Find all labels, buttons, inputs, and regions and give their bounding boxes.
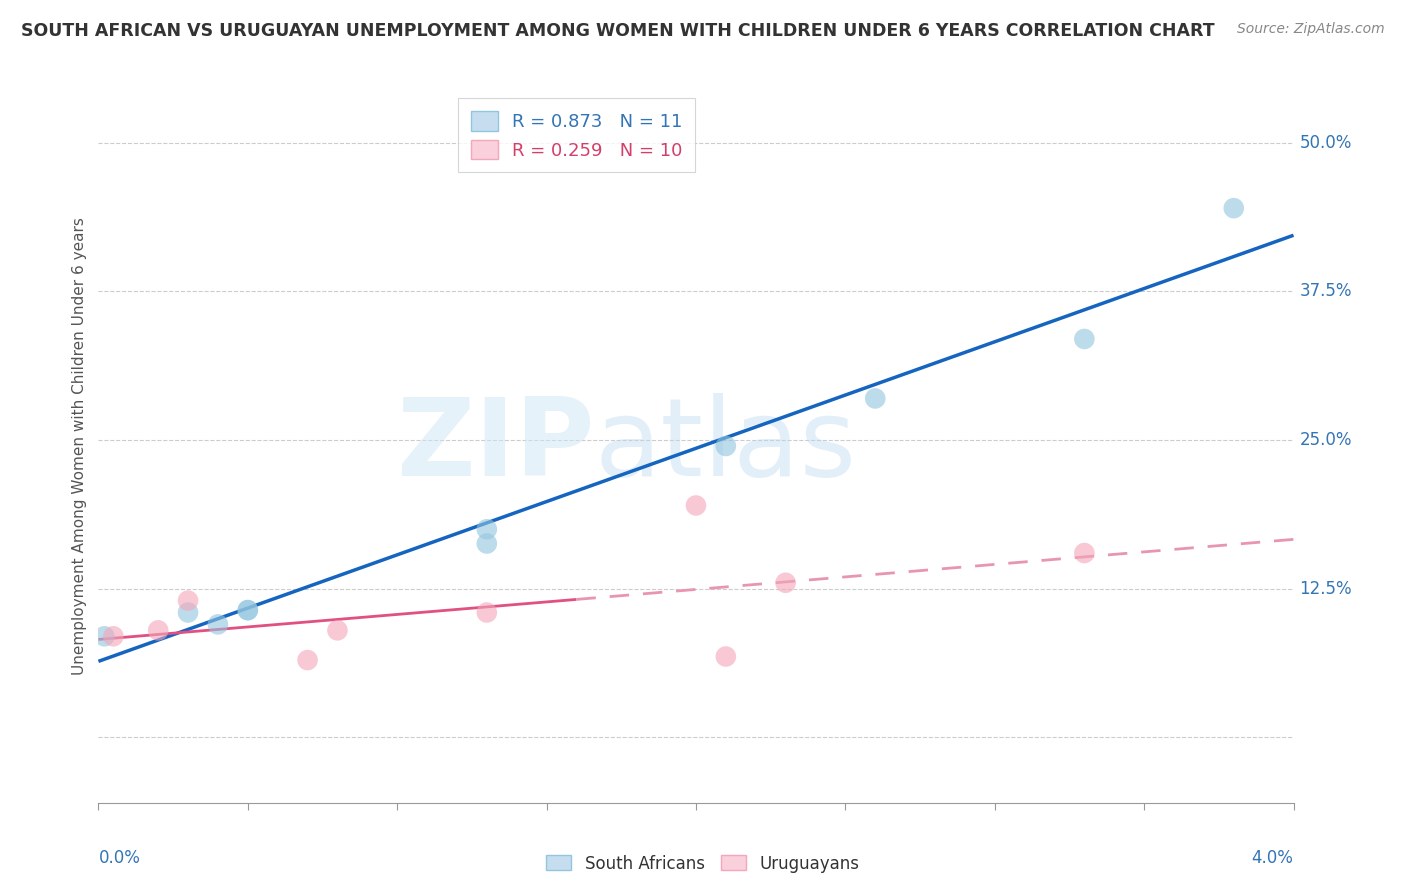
Point	[103, 629, 125, 643]
Text: 50.0%: 50.0%	[1299, 134, 1353, 152]
Point	[177, 606, 200, 620]
Point	[475, 606, 498, 620]
Point	[236, 603, 259, 617]
Text: ZIP: ZIP	[396, 393, 595, 499]
Point	[714, 649, 737, 664]
Point	[326, 624, 349, 638]
Y-axis label: Unemployment Among Women with Children Under 6 years: Unemployment Among Women with Children U…	[72, 217, 87, 675]
Point	[93, 629, 115, 643]
Text: atlas: atlas	[595, 393, 856, 499]
Point	[297, 653, 319, 667]
Point	[207, 617, 229, 632]
Point	[714, 439, 737, 453]
Text: SOUTH AFRICAN VS URUGUAYAN UNEMPLOYMENT AMONG WOMEN WITH CHILDREN UNDER 6 YEARS : SOUTH AFRICAN VS URUGUAYAN UNEMPLOYMENT …	[21, 22, 1215, 40]
Text: 25.0%: 25.0%	[1299, 431, 1353, 449]
Point	[685, 499, 707, 513]
Point	[475, 536, 498, 550]
Point	[1073, 546, 1095, 560]
Point	[775, 575, 797, 590]
Point	[236, 603, 259, 617]
Point	[1222, 201, 1246, 215]
Text: Source: ZipAtlas.com: Source: ZipAtlas.com	[1237, 22, 1385, 37]
Point	[475, 522, 498, 536]
Legend: R = 0.873   N = 11, R = 0.259   N = 10: R = 0.873 N = 11, R = 0.259 N = 10	[458, 98, 695, 172]
Legend: South Africans, Uruguayans: South Africans, Uruguayans	[540, 848, 866, 880]
Point	[1073, 332, 1095, 346]
Text: 0.0%: 0.0%	[98, 849, 141, 867]
Point	[863, 392, 886, 406]
Point	[148, 624, 170, 638]
Text: 12.5%: 12.5%	[1299, 580, 1353, 598]
Point	[177, 593, 200, 607]
Text: 37.5%: 37.5%	[1299, 283, 1353, 301]
Text: 4.0%: 4.0%	[1251, 849, 1294, 867]
